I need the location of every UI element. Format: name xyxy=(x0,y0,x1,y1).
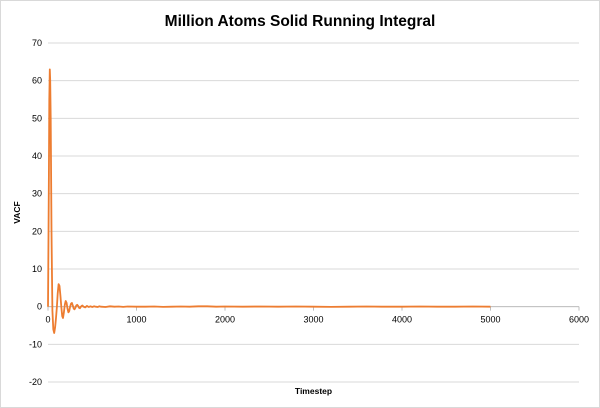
y-tick-labels: 70 60 50 40 30 20 10 0 -10 -20 xyxy=(29,38,42,387)
gridlines xyxy=(48,42,579,383)
x-axis-title: Timestep xyxy=(295,386,332,396)
x-tick-label: 5000 xyxy=(480,315,500,325)
x-tick-labels: 0 1000 2000 3000 4000 5000 6000 xyxy=(45,306,589,325)
y-tick-label: 70 xyxy=(32,38,42,48)
y-tick-label: 60 xyxy=(32,76,42,86)
y-tick-label: 40 xyxy=(32,151,42,161)
y-tick-label: 10 xyxy=(32,264,42,274)
y-tick-label: 0 xyxy=(37,302,42,312)
y-tick-label: 50 xyxy=(32,113,42,123)
x-tick-label: 1000 xyxy=(126,315,146,325)
x-tick-label: 4000 xyxy=(392,315,412,325)
y-tick-label: -10 xyxy=(29,339,42,349)
y-axis-title: VACF xyxy=(12,201,22,224)
x-tick-label: 6000 xyxy=(569,315,589,325)
x-tick-label: 0 xyxy=(45,315,50,325)
chart-title: Million Atoms Solid Running Integral xyxy=(165,13,436,30)
x-tick-label: 2000 xyxy=(215,315,235,325)
y-tick-label: -20 xyxy=(29,377,42,387)
y-tick-label: 20 xyxy=(32,226,42,236)
y-tick-label: 30 xyxy=(32,189,42,199)
x-tick-label: 3000 xyxy=(303,315,323,325)
series-group xyxy=(47,68,491,334)
series-line xyxy=(47,68,491,334)
